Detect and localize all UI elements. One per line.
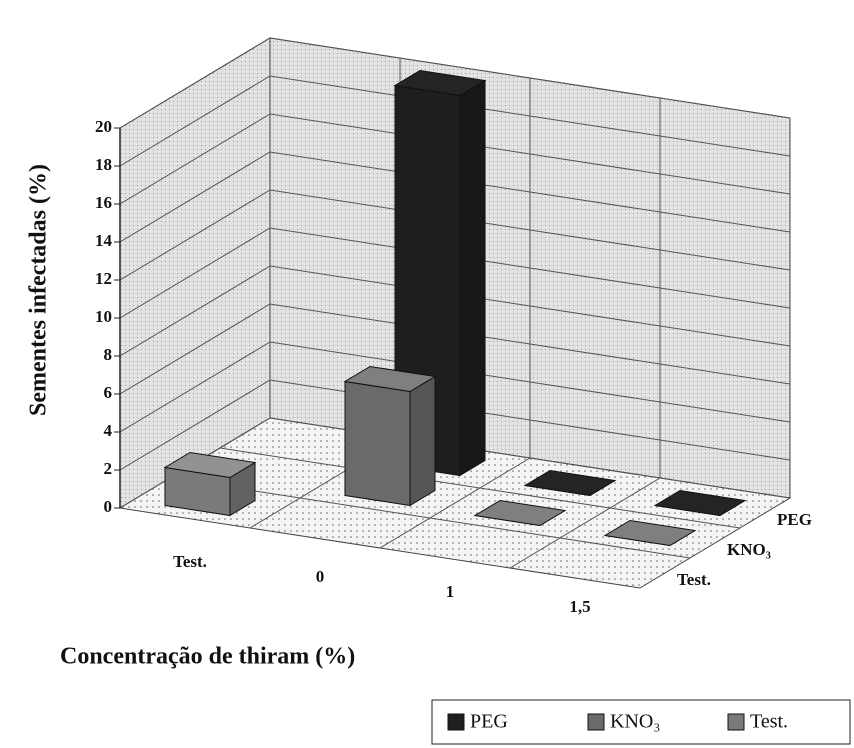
x-tick-label: 1,5: [569, 597, 590, 616]
legend-swatch: [587, 713, 605, 731]
y-tick-label: 18: [95, 155, 112, 174]
grid-line: [119, 341, 791, 433]
bar: [163, 451, 257, 517]
legend-swatch: [447, 713, 465, 731]
floor-line: [169, 477, 691, 559]
bar-face: [344, 380, 411, 507]
legend-label: Test.: [750, 711, 788, 733]
grid-line: [119, 227, 791, 319]
y-tick-label: 16: [95, 193, 112, 212]
grid-line: [119, 75, 791, 167]
grid-line: [119, 37, 791, 129]
grid-line: [119, 189, 791, 281]
y-tick-label: 20: [95, 117, 112, 136]
x-tick-label: Test.: [173, 552, 207, 571]
grid-line: [119, 379, 791, 471]
bar-face: [343, 365, 437, 393]
legend-label: PEG: [470, 711, 508, 733]
y-axis-label: Sementes infectadas (%): [26, 164, 52, 416]
bar: [653, 489, 747, 517]
y-tick-label: 12: [95, 269, 112, 288]
series-label: Test.: [677, 570, 711, 589]
x-tick-label: 1: [446, 582, 455, 601]
bar: [603, 519, 697, 547]
y-tick-label: 4: [104, 421, 113, 440]
x-axis-label: Concentração de thiram (%): [60, 644, 355, 670]
series-label: PEG: [777, 510, 812, 529]
legend-label: KNO₃: [610, 711, 660, 733]
grid-line: [119, 303, 791, 395]
bar-face: [163, 451, 257, 479]
y-tick-label: 10: [95, 307, 112, 326]
x-tick-label: 0: [316, 567, 325, 586]
legend-swatch: [727, 713, 745, 731]
bar-face: [473, 499, 567, 527]
bar-face: [653, 489, 747, 517]
series-label: KNO₃: [727, 540, 771, 559]
y-tick-label: 8: [104, 345, 113, 364]
bar-face: [523, 469, 617, 497]
bar-face: [393, 69, 487, 97]
bar-face: [459, 79, 486, 477]
grid-line: [119, 265, 791, 357]
y-tick-label: 0: [104, 497, 113, 516]
y-tick-label: 14: [95, 231, 113, 250]
floor-line: [219, 447, 741, 529]
bar-face: [409, 375, 436, 507]
grid-line: [119, 113, 791, 205]
grid-line: [119, 151, 791, 243]
floor-line: [509, 477, 661, 569]
y-tick-label: 2: [104, 459, 113, 478]
bar: [473, 499, 567, 527]
y-tick-label: 6: [104, 383, 113, 402]
bar: [523, 469, 617, 497]
legend: [431, 699, 851, 745]
floor-line: [379, 457, 531, 549]
bar: [343, 365, 437, 507]
bar-face: [603, 519, 697, 547]
